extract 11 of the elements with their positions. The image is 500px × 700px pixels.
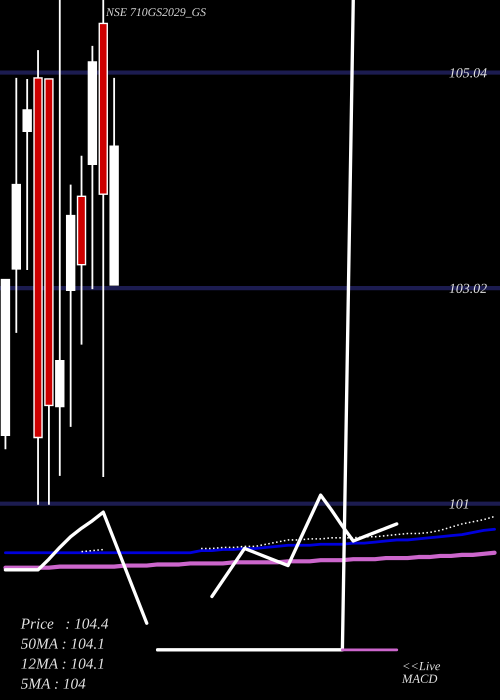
annotation: <<Live MACD xyxy=(402,662,440,683)
annotation: 12MA : 104.1 xyxy=(21,658,104,669)
y-tick-label: 103.02 xyxy=(449,284,487,294)
line-series xyxy=(4,528,496,554)
annotation: Price : 104.4 xyxy=(20,618,108,629)
y-tick-label: 101 xyxy=(449,499,468,509)
y-tick-label: 105.04 xyxy=(449,68,487,78)
annotation: 50MA : 104.1 xyxy=(20,638,104,649)
line-series xyxy=(3,550,497,570)
annotation: 5MA : 104 xyxy=(20,678,86,689)
text: NSE 710GS2029_GS xyxy=(106,8,206,18)
